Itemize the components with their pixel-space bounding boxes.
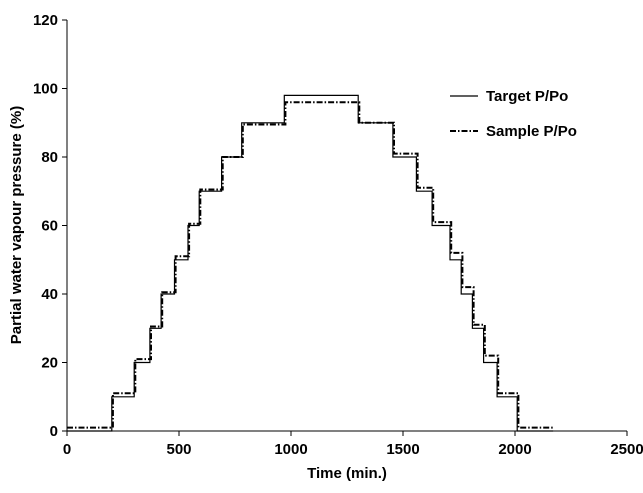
x-tick-label: 1000 — [274, 441, 307, 458]
x-axis-title: Time (min.) — [307, 465, 387, 482]
legend-label-sample: Sample P/Po — [486, 123, 577, 140]
y-tick-label: 100 — [33, 81, 58, 98]
y-tick-label: 0 — [50, 423, 58, 440]
y-tick-label: 120 — [33, 12, 58, 29]
y-tick-label: 80 — [41, 149, 58, 166]
x-tick-label: 500 — [166, 441, 191, 458]
y-tick-label: 20 — [41, 355, 58, 372]
y-tick-label: 40 — [41, 286, 58, 303]
legend: Target P/Po Sample P/Po — [450, 88, 577, 140]
axes — [62, 19, 628, 436]
y-tick-label: 60 — [41, 218, 58, 235]
x-tick-label: 0 — [63, 441, 71, 458]
legend-label-target: Target P/Po — [486, 88, 568, 105]
series-layer — [67, 94, 555, 432]
x-tick-label: 1500 — [386, 441, 419, 458]
x-tick-label: 2000 — [498, 441, 531, 458]
y-axis-title: Partial water vapour pressure (%) — [8, 106, 25, 344]
x-tick-labels: 0 500 1000 1500 2000 2500 — [63, 441, 643, 458]
x-tick-label: 2500 — [610, 441, 643, 458]
series-line-sample — [67, 101, 555, 429]
series-line-target — [67, 94, 554, 432]
y-tick-labels: 0 20 40 60 80 100 120 — [33, 12, 58, 440]
